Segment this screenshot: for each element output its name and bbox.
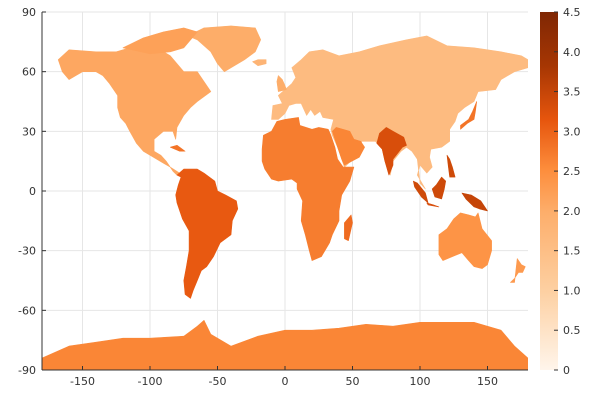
colorbar-tick-label: 4.0 xyxy=(563,46,581,59)
x-tick-label: -100 xyxy=(138,375,163,388)
colorbar-tick-label: 1.0 xyxy=(563,284,581,297)
region-borneo xyxy=(431,176,447,200)
colorbar-tick-label: 2.5 xyxy=(563,165,581,178)
x-tick-label: 100 xyxy=(410,375,431,388)
region-south-america xyxy=(175,168,239,299)
y-tick-label: -60 xyxy=(18,304,36,317)
region-philippines xyxy=(446,154,456,178)
x-tick-label: 150 xyxy=(477,375,498,388)
region-new-zealand xyxy=(510,258,526,283)
region-arabian-peninsula xyxy=(331,127,365,166)
x-axis-ticks: -150 -100 -50 0 50 100 150 xyxy=(70,366,498,388)
region-europe-and-asia xyxy=(271,35,528,190)
y-tick-label: 0 xyxy=(29,185,36,198)
x-tick-label: -50 xyxy=(209,375,227,388)
x-tick-label: -150 xyxy=(70,375,95,388)
y-tick-label: -30 xyxy=(18,245,36,258)
region-iceland xyxy=(252,59,267,66)
region-canadian-arctic-islands xyxy=(122,27,198,55)
colorbar-tick-label: 3.0 xyxy=(563,125,581,138)
region-india xyxy=(376,127,407,176)
y-tick-label: 30 xyxy=(22,125,36,138)
colorbar xyxy=(540,12,558,370)
region-cuba xyxy=(170,145,186,152)
y-tick-label: -90 xyxy=(18,364,36,377)
colorbar-tick-label: 3.5 xyxy=(563,86,581,99)
x-tick-label: 50 xyxy=(346,375,360,388)
colorbar-tick-label: 1.5 xyxy=(563,245,581,258)
x-tick-label: 0 xyxy=(282,375,289,388)
region-new-guinea xyxy=(461,192,488,212)
region-madagascar xyxy=(344,214,353,241)
region-north-america xyxy=(57,45,212,176)
region-greenland xyxy=(187,25,262,72)
region-japan xyxy=(460,101,478,130)
land-regions xyxy=(42,25,528,370)
colorbar-ticks: 0 0.5 1.0 1.5 2.0 2.5 3.0 3.5 4.0 4.5 xyxy=(554,6,581,377)
y-tick-label: 90 xyxy=(22,6,36,19)
region-great-britain xyxy=(276,75,287,92)
y-axis-ticks: 90 60 30 0 -30 -60 -90 xyxy=(18,6,46,377)
region-java xyxy=(426,202,440,208)
y-tick-label: 60 xyxy=(22,66,36,79)
colorbar-tick-label: 0.5 xyxy=(563,324,581,337)
region-australia xyxy=(438,212,492,269)
colorbar-tick-label: 0 xyxy=(563,364,570,377)
region-africa xyxy=(261,117,355,261)
region-antarctica xyxy=(42,319,528,370)
colorbar-tick-label: 4.5 xyxy=(563,6,581,19)
colorbar-tick-label: 2.0 xyxy=(563,205,581,218)
region-sumatra xyxy=(412,180,429,204)
